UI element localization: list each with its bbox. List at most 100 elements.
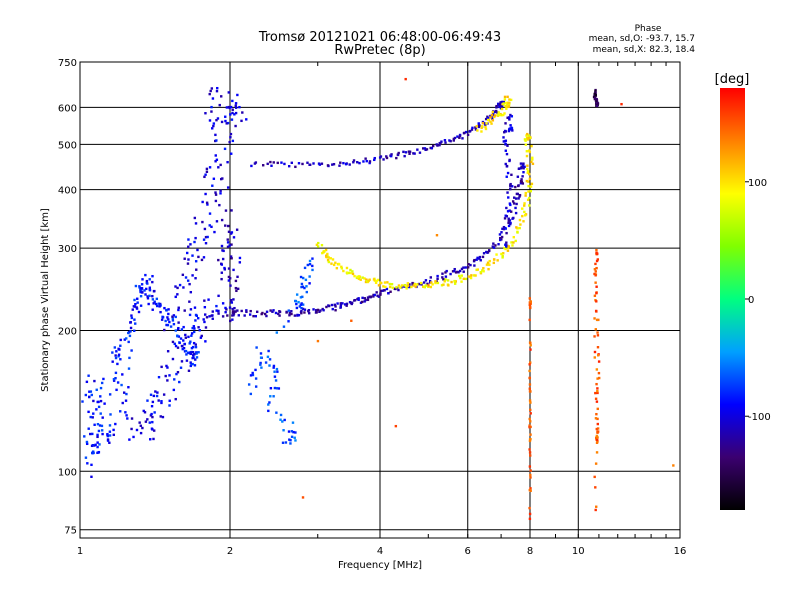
data-point — [300, 285, 303, 289]
data-point — [504, 139, 508, 142]
data-point — [526, 138, 530, 141]
data-point — [204, 340, 207, 343]
data-point — [199, 336, 203, 339]
data-point — [467, 262, 470, 266]
data-point — [308, 282, 311, 285]
data-point — [440, 284, 444, 287]
data-point — [92, 399, 95, 403]
data-point — [99, 412, 102, 415]
data-point — [191, 345, 195, 349]
data-point — [221, 257, 225, 261]
data-point — [368, 295, 371, 298]
data-point — [345, 304, 348, 307]
data-point — [149, 438, 152, 441]
data-point — [305, 290, 309, 294]
data-point — [501, 104, 504, 108]
colorbar-tick-label: -100 — [748, 412, 771, 423]
data-point — [155, 297, 159, 301]
data-point — [385, 156, 389, 160]
data-point — [148, 278, 151, 281]
data-point — [518, 226, 521, 230]
data-point — [318, 163, 322, 166]
grid-lines — [80, 62, 680, 538]
data-point — [143, 289, 146, 292]
data-point — [529, 390, 532, 393]
data-point — [595, 259, 599, 263]
data-point — [119, 410, 122, 413]
data-point — [595, 382, 598, 386]
data-point — [529, 302, 532, 306]
data-point — [234, 124, 237, 128]
data-point — [165, 364, 168, 368]
data-point — [232, 298, 235, 301]
data-point — [139, 304, 143, 307]
data-point — [211, 310, 214, 313]
data-point — [315, 311, 318, 314]
data-point — [146, 418, 149, 421]
data-point — [430, 281, 433, 284]
data-point — [148, 286, 152, 289]
data-point — [517, 197, 520, 200]
data-point — [364, 298, 367, 302]
data-point — [98, 424, 102, 427]
data-point — [275, 411, 278, 414]
data-point — [426, 282, 429, 286]
data-point — [316, 308, 320, 312]
data-point — [195, 352, 198, 355]
data-point — [174, 315, 177, 319]
data-point — [96, 435, 99, 439]
data-point — [459, 276, 462, 280]
data-point — [422, 281, 426, 284]
data-point — [234, 111, 238, 115]
data-point — [595, 451, 599, 454]
data-point — [502, 100, 505, 104]
data-point — [507, 219, 511, 222]
data-point — [347, 271, 350, 275]
data-point — [510, 173, 513, 177]
data-point — [171, 357, 175, 361]
data-point — [351, 270, 354, 273]
data-point — [226, 238, 229, 241]
data-point — [166, 350, 170, 353]
data-point — [529, 344, 532, 347]
data-point — [204, 173, 207, 176]
data-point — [430, 146, 434, 150]
data-point — [272, 364, 276, 368]
data-point — [458, 274, 461, 278]
data-point — [140, 283, 144, 286]
data-point — [153, 411, 156, 414]
data-point — [486, 116, 490, 120]
data-point — [269, 309, 272, 312]
data-point — [220, 244, 224, 248]
data-point — [490, 113, 494, 117]
data-point — [397, 284, 401, 287]
data-point — [97, 450, 101, 454]
data-point — [396, 153, 400, 157]
data-point — [522, 220, 525, 223]
data-point — [523, 214, 527, 217]
data-point — [146, 282, 149, 285]
data-point — [528, 363, 531, 366]
data-point — [295, 293, 299, 296]
data-point — [391, 286, 395, 289]
data-point — [672, 464, 675, 467]
data-point — [514, 185, 517, 189]
data-point — [505, 105, 508, 108]
data-point — [267, 349, 270, 353]
data-point — [596, 102, 600, 105]
data-point — [515, 226, 518, 229]
data-point — [427, 284, 430, 287]
data-point — [226, 241, 230, 244]
data-point — [300, 306, 303, 310]
data-point — [373, 293, 376, 297]
data-point — [111, 360, 114, 363]
data-point — [231, 111, 234, 115]
data-point — [193, 364, 197, 367]
data-point — [85, 442, 89, 446]
data-point — [202, 256, 206, 259]
data-point — [96, 445, 99, 449]
data-point — [148, 421, 151, 424]
data-point — [481, 269, 484, 272]
data-point — [529, 185, 533, 188]
data-point — [472, 274, 476, 277]
